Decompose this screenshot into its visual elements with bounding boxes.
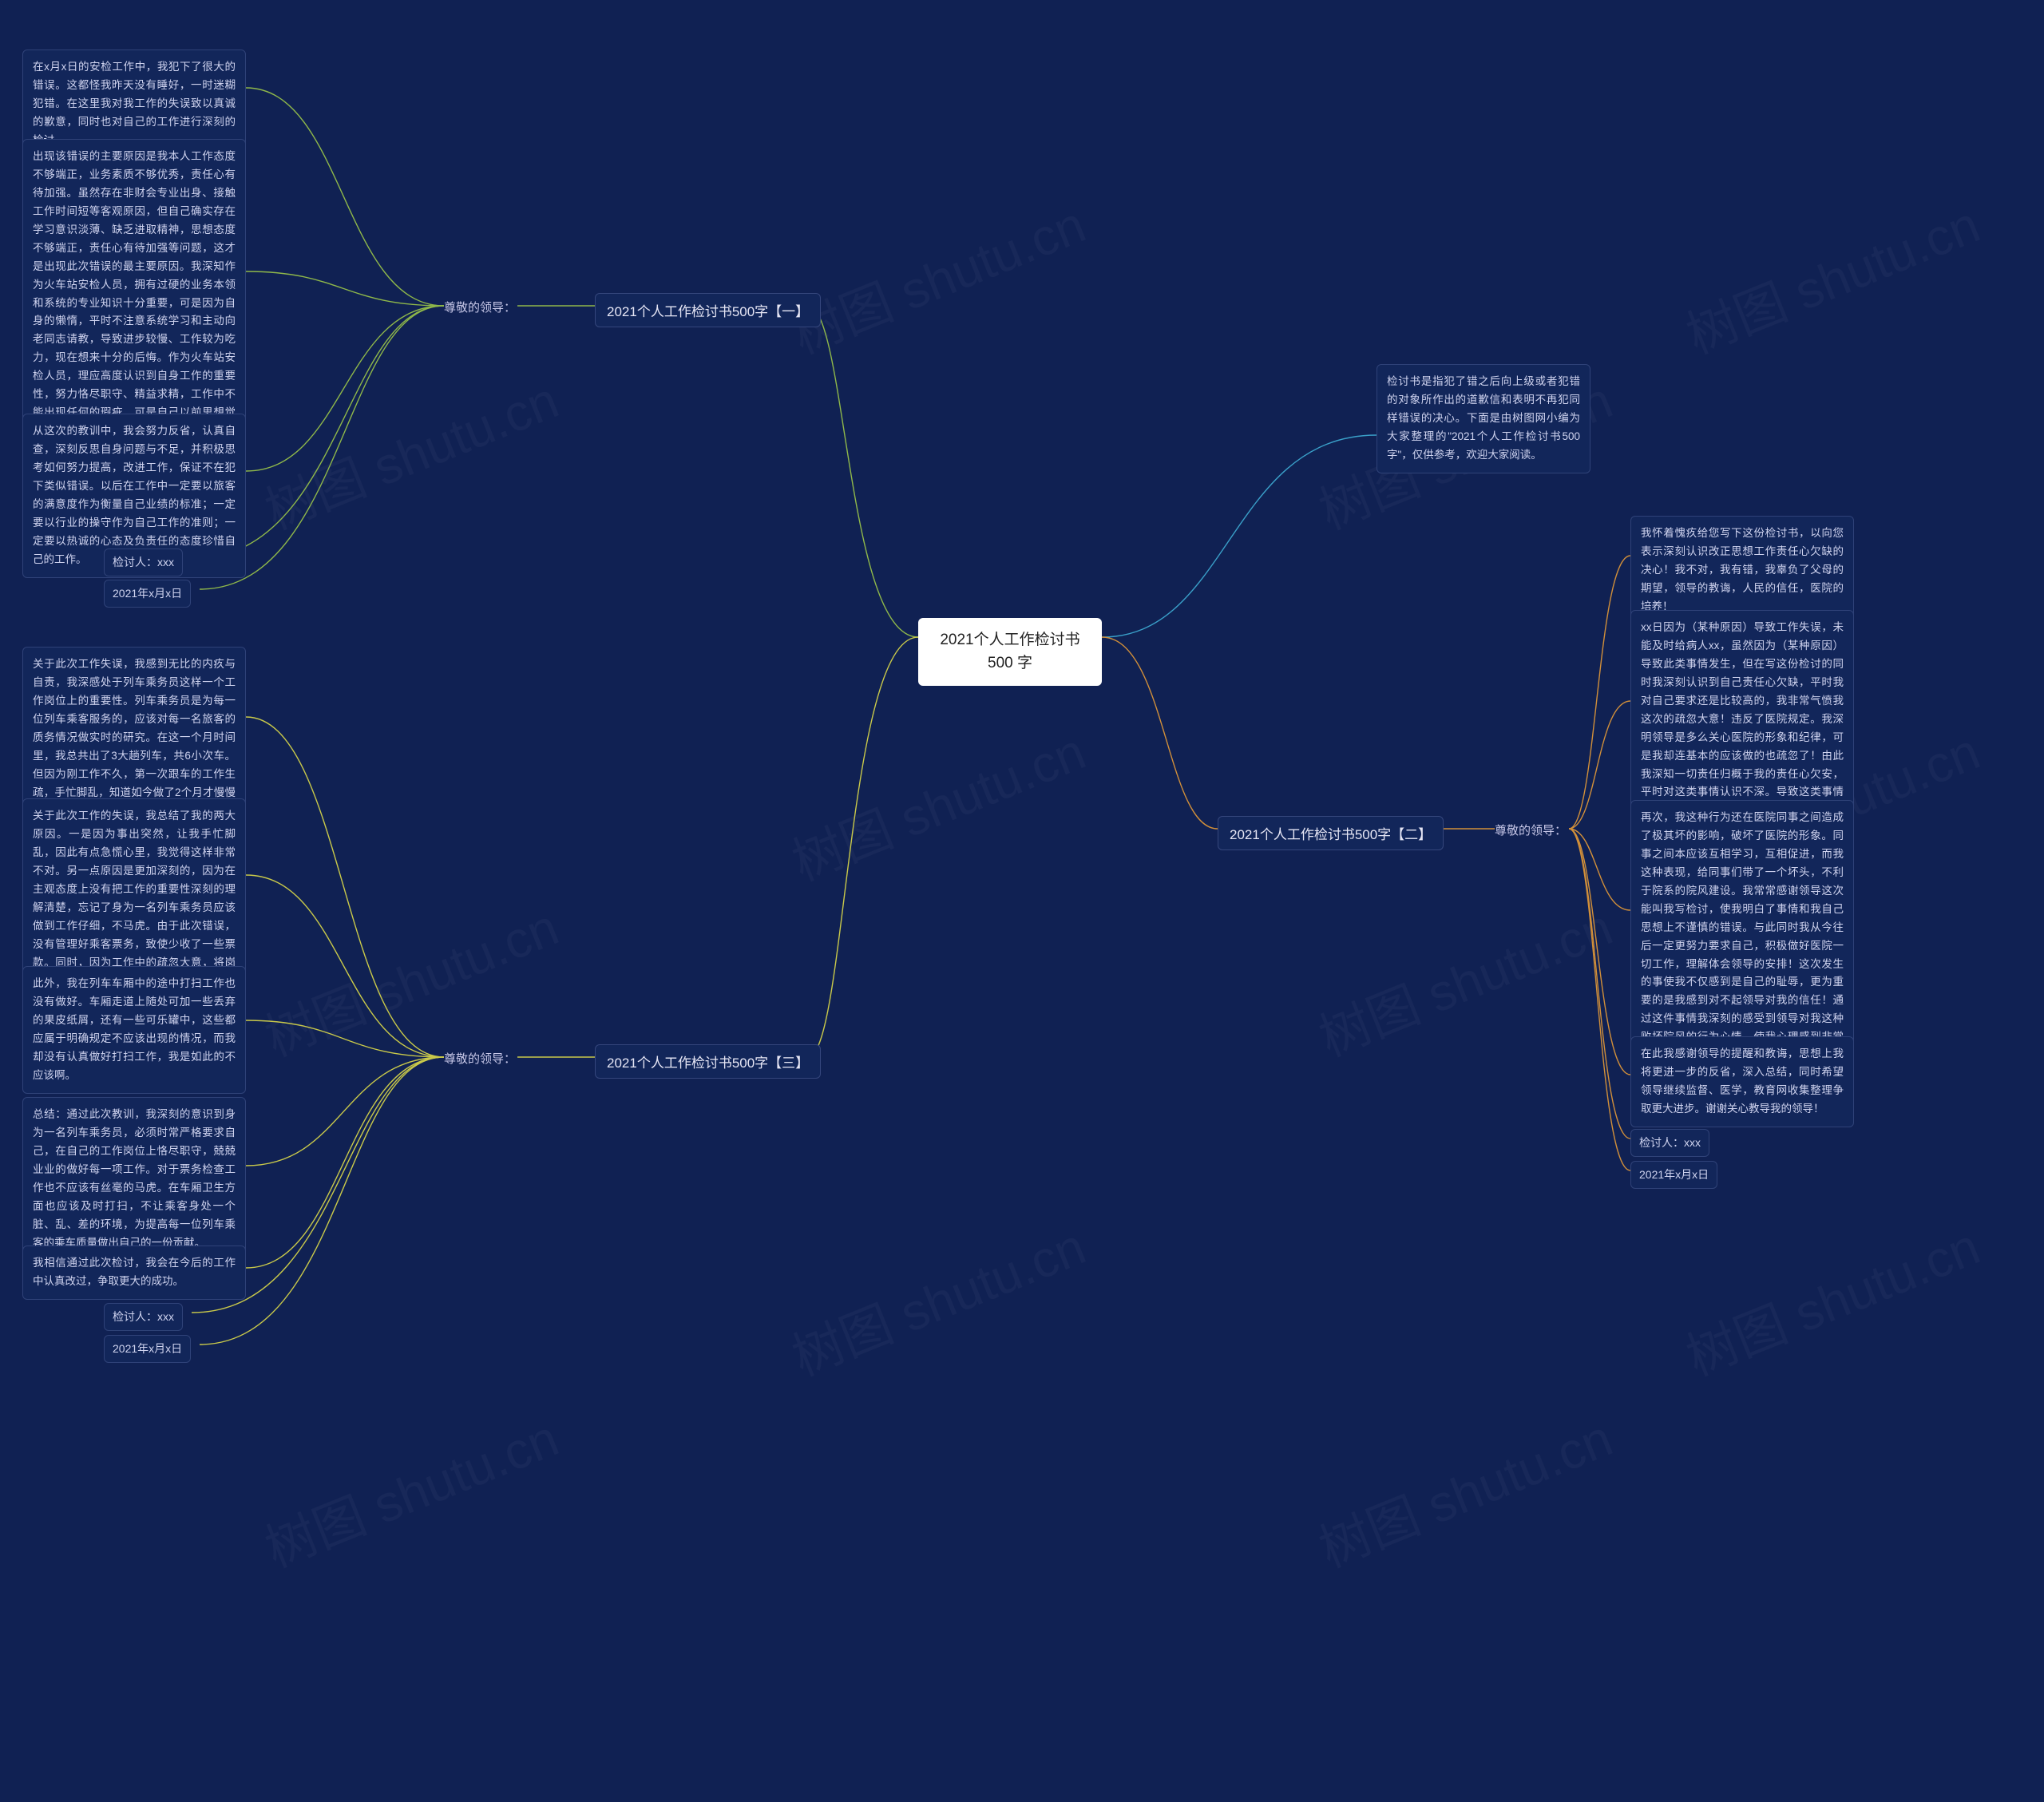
section-three-leaf-4: 我相信通过此次检讨，我会在今后的工作中认真改过，争取更大的成功。	[22, 1246, 246, 1300]
section-two-leaf-3: 在此我感谢领导的提醒和教诲，思想上我将更进一步的反省，深入总结，同时希望领导继续…	[1630, 1036, 1854, 1127]
section-one-salutation: 尊敬的领导：	[444, 299, 516, 315]
section-two-signature: 检讨人：xxx	[1630, 1129, 1709, 1157]
section-three-salutation: 尊敬的领导：	[444, 1050, 516, 1067]
section-three-leaf-2: 此外，我在列车车厢中的途中打扫工作也没有做好。车厢走道上随处可加一些丢弃的果皮纸…	[22, 966, 246, 1094]
section-three-date: 2021年x月x日	[104, 1335, 191, 1363]
section-two-title: 2021个人工作检讨书500字【二】	[1218, 816, 1444, 850]
root-node: 2021个人工作检讨书500 字	[918, 618, 1102, 686]
section-two-date: 2021年x月x日	[1630, 1161, 1717, 1189]
section-two-salutation: 尊敬的领导：	[1495, 822, 1567, 838]
section-three-signature: 检讨人：xxx	[104, 1303, 183, 1331]
intro-paragraph: 检讨书是指犯了错之后向上级或者犯错的对象所作出的道歉信和表明不再犯同样错误的决心…	[1377, 364, 1590, 473]
section-one-title: 2021个人工作检讨书500字【一】	[595, 293, 821, 327]
section-three-title: 2021个人工作检讨书500字【三】	[595, 1044, 821, 1079]
section-one-date: 2021年x月x日	[104, 580, 191, 608]
section-two-leaf-0: 我怀着愧疚给您写下这份检讨书，以向您表示深刻认识改正思想工作责任心欠缺的决心！我…	[1630, 516, 1854, 625]
section-one-signature: 检讨人：xxx	[104, 549, 183, 576]
section-three-leaf-3: 总结：通过此次教训，我深刻的意识到身为一名列车乘务员，必须时常严格要求自己，在自…	[22, 1097, 246, 1261]
